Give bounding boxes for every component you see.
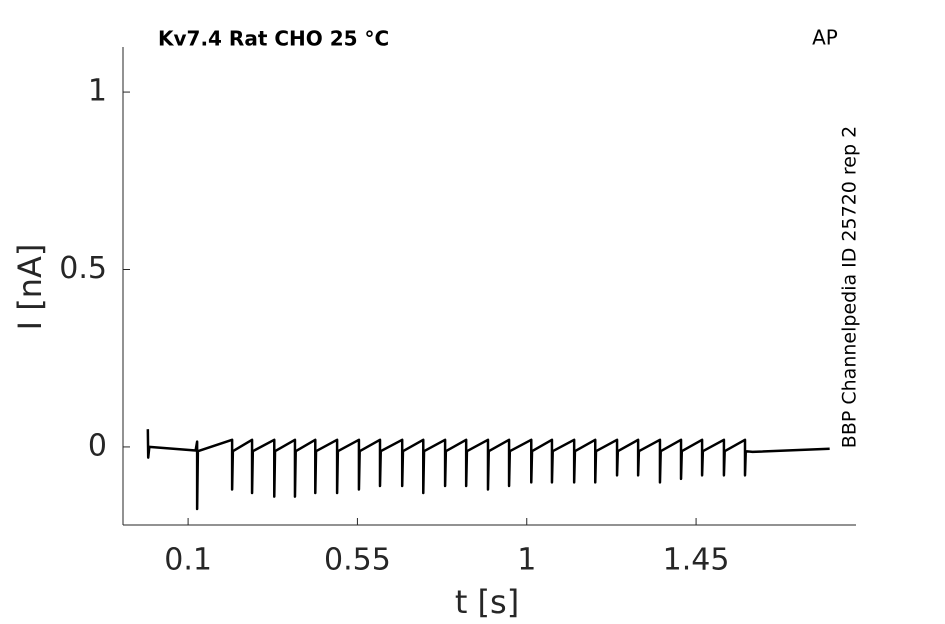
- x-tick-label: 1.45: [663, 543, 730, 578]
- x-tick-label: 0.1: [164, 543, 212, 578]
- x-tick-label: 0.55: [324, 543, 391, 578]
- x-tick-label: 1: [517, 543, 536, 578]
- annotation: AP: [812, 26, 838, 50]
- y-axis-label: I [nA]: [11, 244, 49, 331]
- y-tick-label: 0: [88, 428, 107, 463]
- y-tick-label: 1: [88, 74, 107, 109]
- side-note: BBP Channelpedia ID 25720 rep 2: [839, 126, 861, 448]
- trace: [146, 429, 830, 511]
- y-tick-label: 0.5: [59, 251, 107, 286]
- chart-title: Kv7.4 Rat CHO 25 °C: [158, 27, 389, 51]
- x-axis-label: t [s]: [455, 583, 519, 621]
